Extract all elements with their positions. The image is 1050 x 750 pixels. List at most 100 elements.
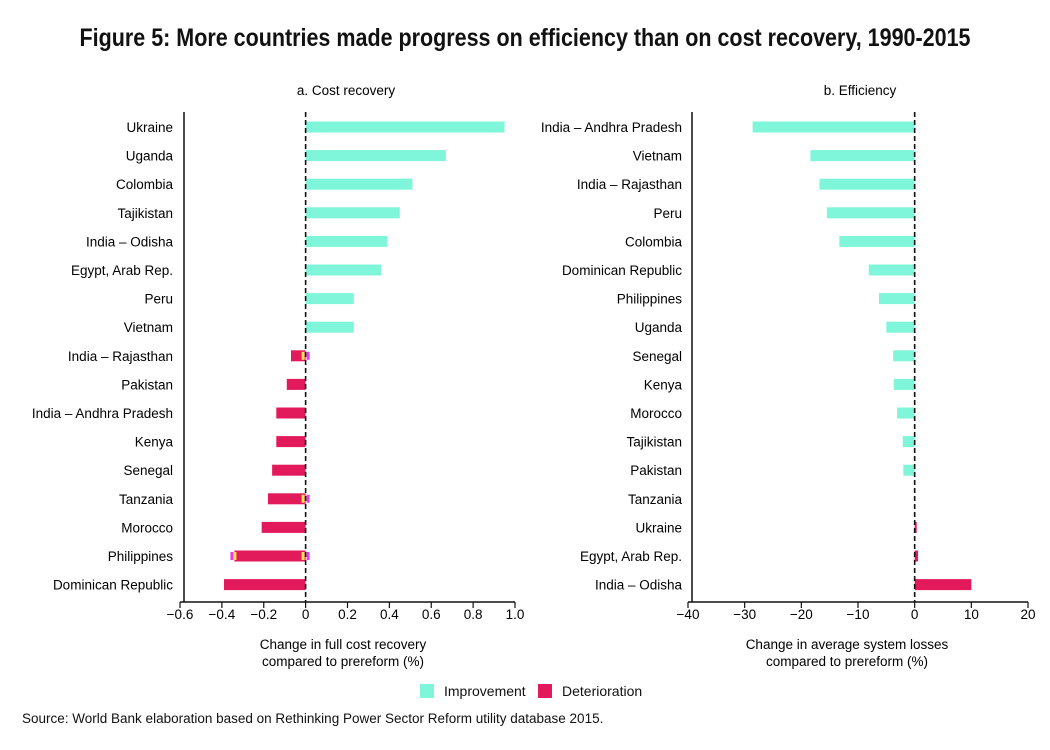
bar: [286, 378, 306, 390]
category-label: India – Rajasthan: [68, 349, 173, 364]
panel-subtitle: a. Cost recovery: [297, 83, 396, 98]
bar: [267, 493, 306, 505]
bar: [276, 436, 306, 448]
bar-marker: [301, 552, 305, 560]
category-label: Kenya: [135, 435, 174, 450]
bar: [261, 521, 306, 533]
category-label: Tanzania: [628, 492, 683, 507]
category-label: Tanzania: [119, 492, 174, 507]
bar-marker: [233, 552, 237, 560]
x-tick-label: −40: [677, 607, 700, 622]
x-tick-label: 0: [911, 607, 919, 622]
bar: [234, 550, 306, 562]
bar: [897, 407, 915, 419]
bar: [914, 579, 972, 591]
bar: [868, 264, 915, 276]
category-label: Pakistan: [121, 377, 173, 392]
panel-subtitle: b. Efficiency: [824, 83, 897, 98]
category-label: Dominican Republic: [53, 578, 173, 593]
x-axis-label: Change in average system losses: [746, 637, 949, 652]
category-label: Morocco: [121, 520, 173, 535]
bar: [305, 264, 381, 276]
bar: [276, 407, 306, 419]
bar: [893, 378, 915, 390]
x-tick-label: 0.2: [338, 607, 357, 622]
legend-label-improvement: Improvement: [444, 683, 526, 699]
bar: [878, 293, 915, 305]
legend-deterioration: Deterioration: [538, 683, 642, 699]
bar-marker: [306, 552, 310, 560]
category-label: Tajikistan: [626, 435, 682, 450]
x-tick-label: −10: [847, 607, 870, 622]
x-axis-label: compared to prereform (%): [766, 654, 928, 669]
x-tick-label: 0.8: [464, 607, 483, 622]
bar: [272, 464, 306, 476]
bar: [810, 150, 915, 162]
bar: [223, 579, 306, 591]
x-tick-label: −0.6: [167, 607, 194, 622]
x-tick-label: −20: [790, 607, 813, 622]
category-label: Kenya: [644, 377, 683, 392]
bar: [305, 121, 505, 133]
bar: [893, 350, 915, 362]
bar: [839, 235, 915, 247]
bar: [886, 321, 915, 333]
category-label: Egypt, Arab Rep.: [580, 549, 682, 564]
category-label: Senegal: [123, 463, 173, 478]
category-label: Morocco: [630, 406, 682, 421]
x-tick-label: 1.0: [506, 607, 525, 622]
category-label: India – Andhra Pradesh: [541, 120, 682, 135]
category-label: Ukraine: [126, 120, 173, 135]
legend-swatch-improvement: [420, 684, 434, 698]
x-axis-label: compared to prereform (%): [262, 654, 424, 669]
category-label: Peru: [144, 292, 173, 307]
legend-swatch-deterioration: [538, 684, 552, 698]
legend-improvement: Improvement: [420, 683, 526, 699]
x-axis-label: Change in full cost recovery: [260, 637, 427, 652]
bar-marker: [306, 351, 310, 360]
category-label: Philippines: [108, 549, 174, 564]
bar: [305, 178, 413, 190]
source-note: Source: World Bank elaboration based on …: [22, 711, 604, 726]
x-tick-label: 0.6: [422, 607, 441, 622]
category-label: Senegal: [632, 349, 682, 364]
category-label: Tajikistan: [117, 206, 173, 221]
category-label: Peru: [653, 206, 682, 221]
category-label: Egypt, Arab Rep.: [71, 263, 173, 278]
bar-marker: [301, 494, 305, 503]
bar: [914, 521, 917, 533]
x-tick-label: 0.4: [380, 607, 399, 622]
bar-marker: [301, 351, 305, 360]
category-label: Vietnam: [124, 320, 173, 335]
bar: [752, 121, 915, 133]
bar-marker: [306, 494, 310, 503]
x-tick-label: −30: [733, 607, 756, 622]
category-label: Philippines: [617, 292, 683, 307]
bar: [914, 550, 919, 562]
bar-marker: [230, 552, 234, 560]
bar: [305, 321, 354, 333]
category-label: Colombia: [625, 234, 683, 249]
bar: [305, 150, 446, 162]
x-tick-label: 20: [1020, 607, 1035, 622]
panel-cost-recovery: a. Cost recovery Ukraine Uganda Colombia Taj…: [32, 83, 525, 669]
bar: [305, 207, 400, 219]
bar: [819, 178, 915, 190]
panel-efficiency: b. Efficiency India – Andhra Pradesh Vietn…: [541, 83, 1036, 669]
legend-label-deterioration: Deterioration: [562, 683, 643, 699]
chart-title: Figure 5: More countries made progress o…: [79, 24, 971, 52]
category-label: Uganda: [635, 320, 683, 335]
bar: [290, 350, 306, 362]
category-label: Dominican Republic: [562, 263, 682, 278]
bar: [826, 207, 915, 219]
x-tick-label: −0.2: [250, 607, 277, 622]
category-label: Vietnam: [633, 149, 682, 164]
category-label: Pakistan: [630, 463, 682, 478]
category-label: India – Andhra Pradesh: [32, 406, 173, 421]
bar: [305, 293, 354, 305]
category-label: India – Rajasthan: [577, 177, 682, 192]
x-tick-label: −0.4: [209, 607, 236, 622]
category-label: Ukraine: [635, 520, 682, 535]
bar: [305, 235, 388, 247]
